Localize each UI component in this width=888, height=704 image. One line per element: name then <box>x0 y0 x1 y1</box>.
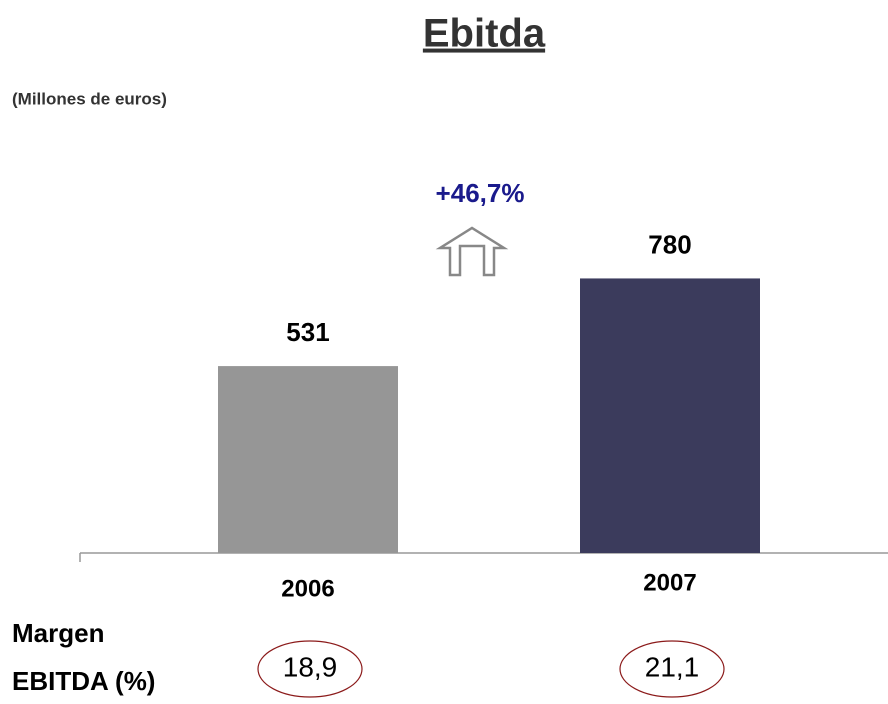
chart-subtitle: (Millones de euros) <box>12 89 167 108</box>
chart-title: Ebitda <box>423 12 546 56</box>
growth-annotation: +46,7% <box>436 178 525 208</box>
bar <box>218 366 398 553</box>
margin-ellipse <box>257 640 363 698</box>
value-label: 531 <box>286 317 329 347</box>
margin-value: 18,9 <box>283 651 338 682</box>
growth-arrow <box>435 226 509 277</box>
margin-value: 21,1 <box>645 651 700 682</box>
x-tick-label: 2006 <box>281 575 334 602</box>
bar <box>580 278 760 553</box>
margin-ellipse <box>619 640 725 698</box>
margin-label: Margen <box>12 618 104 648</box>
value-label: 780 <box>648 229 691 259</box>
margin-label: EBITDA (%) <box>12 666 155 696</box>
x-tick-label: 2007 <box>643 569 696 596</box>
